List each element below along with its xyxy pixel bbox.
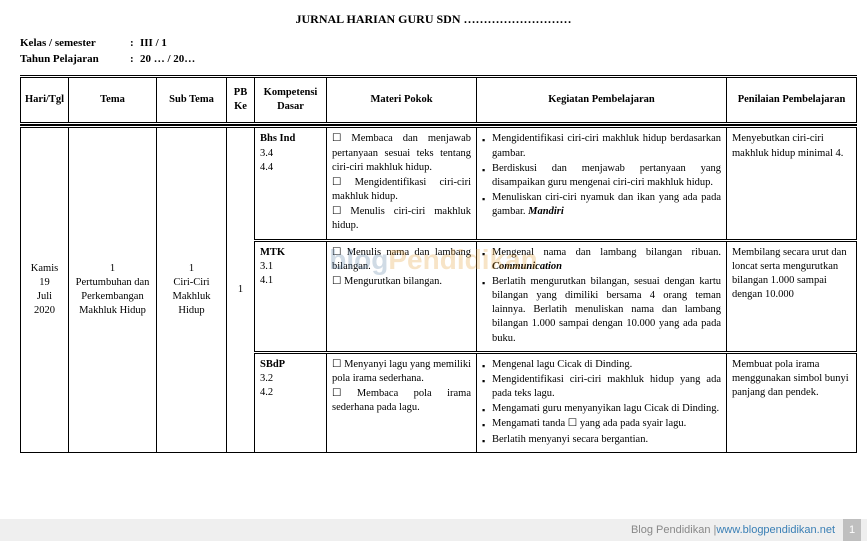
th-kd: Kompetensi Dasar (255, 77, 327, 124)
cell-mp: Menyanyi lagu yang memiliki pola irama s… (327, 352, 477, 452)
cell-mp: Menulis nama dan lambang bilangan.Mengur… (327, 240, 477, 352)
cell-kp: Mengenal lagu Cicak di Dinding.Mengident… (477, 352, 727, 452)
cell-kd: SBdP3.24.2 (255, 352, 327, 452)
page-number: 1 (843, 519, 861, 541)
meta-tahun: Tahun Pelajaran : 20 … / 20… (20, 53, 847, 65)
cell-kd: Bhs Ind3.44.4 (255, 127, 327, 240)
footer-link[interactable]: www.blogpendidikan.net (716, 524, 835, 536)
tahun-label: Tahun Pelajaran (20, 53, 130, 65)
cell-kp: Mengenal nama dan lambang bilangan ribua… (477, 240, 727, 352)
th-pb: PB Ke (227, 77, 255, 124)
page-title: JURNAL HARIAN GURU SDN ……………………… (20, 12, 847, 27)
footer-text: Blog Pendidikan | (631, 524, 716, 536)
table-body: Kamis19Juli20201Pertumbuhan dan Perkemba… (21, 127, 857, 452)
th-mp: Materi Pokok (327, 77, 477, 124)
cell-pp: Membuat pola irama menggunakan simbol bu… (727, 352, 857, 452)
journal-table: Hari/Tgl Tema Sub Tema PB Ke Kompetensi … (20, 75, 857, 453)
cell-hari: Kamis19Juli2020 (21, 127, 69, 452)
cell-kp: Mengidentifikasi ciri-ciri makhluk hidup… (477, 127, 727, 240)
sep: : (130, 53, 140, 65)
cell-pp: Menyebutkan ciri-ciri makhluk hidup mini… (727, 127, 857, 240)
cell-mp: Membaca dan menjawab pertanyaan sesuai t… (327, 127, 477, 240)
cell-pb: 1 (227, 127, 255, 452)
th-pp: Penilaian Pembelajaran (727, 77, 857, 124)
th-hari: Hari/Tgl (21, 77, 69, 124)
kelas-label: Kelas / semester (20, 37, 130, 49)
th-sub: Sub Tema (157, 77, 227, 124)
table-row: Kamis19Juli20201Pertumbuhan dan Perkemba… (21, 127, 857, 240)
cell-tema: 1Pertumbuhan dan Perkembangan Makhluk Hi… (69, 127, 157, 452)
th-tema: Tema (69, 77, 157, 124)
meta-kelas: Kelas / semester : III / 1 (20, 37, 847, 49)
cell-kd: MTK3.14.1 (255, 240, 327, 352)
th-kp: Kegiatan Pembelajaran (477, 77, 727, 124)
cell-pp: Membilang secara urut dan loncat serta m… (727, 240, 857, 352)
kelas-value: III / 1 (140, 37, 167, 49)
sep: : (130, 37, 140, 49)
cell-sub: 1Ciri-Ciri Makhluk Hidup (157, 127, 227, 452)
tahun-value: 20 … / 20… (140, 53, 195, 65)
footer: Blog Pendidikan | www.blogpendidikan.net… (0, 519, 867, 541)
table-header-row: Hari/Tgl Tema Sub Tema PB Ke Kompetensi … (21, 77, 857, 124)
